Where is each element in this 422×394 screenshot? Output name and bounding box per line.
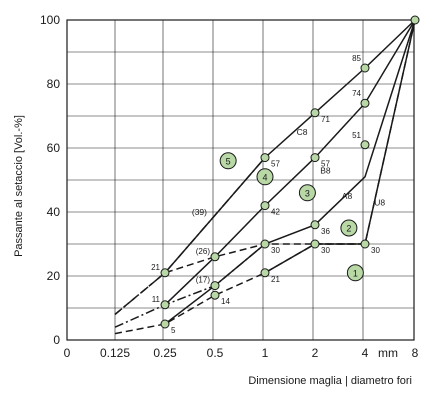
data-point-label: 30 <box>271 246 280 255</box>
data-point-label: 30 <box>321 246 330 255</box>
data-point-label: 30 <box>371 246 380 255</box>
x-tick-label: 8 <box>412 346 419 360</box>
x-unit-label: mm <box>378 346 398 360</box>
data-point-marker <box>360 239 370 249</box>
y-tick-label: 20 <box>47 269 61 283</box>
data-point-label: 51 <box>352 131 361 140</box>
data-point-marker <box>410 15 420 25</box>
data-point-marker <box>210 252 220 262</box>
data-point-marker <box>160 268 170 278</box>
x-tick-label: 2 <box>312 346 319 360</box>
zone-marker-circle <box>298 184 316 202</box>
data-point-label: 14 <box>221 297 230 306</box>
data-point-marker <box>160 300 170 310</box>
x-tick-label: 4 <box>362 346 369 360</box>
series-line-u8 <box>164 19 416 274</box>
data-point-label: 21 <box>151 263 160 272</box>
data-point-marker <box>210 281 220 291</box>
data-point-marker <box>310 220 320 230</box>
data-point-label: 74 <box>352 89 361 98</box>
data-point-marker <box>360 140 370 150</box>
curve-annotation: C8 <box>297 127 308 137</box>
data-point-marker <box>260 239 270 249</box>
zone-marker-label: 2 <box>346 224 351 234</box>
zone-marker-circle <box>340 219 358 237</box>
curve-annotation: U8 <box>374 198 385 208</box>
data-point-marker <box>260 153 270 163</box>
data-point-label: 42 <box>271 208 280 217</box>
x-tick-label: 0.25 <box>153 346 177 360</box>
data-point-label: 36 <box>321 227 330 236</box>
x-tick-label: 0.5 <box>207 346 224 360</box>
curve-annotation: (39) <box>192 207 207 217</box>
series-line-dashdot-7 <box>114 157 266 315</box>
data-point-label: 85 <box>352 54 361 63</box>
curve-annotation: A8 <box>342 191 353 201</box>
x-tick-label: 1 <box>262 346 269 360</box>
data-point-label: (17) <box>196 276 211 285</box>
data-point-label: 57 <box>271 160 280 169</box>
data-point-label: 21 <box>271 275 280 284</box>
data-point-marker <box>260 201 270 211</box>
series-line-dashed-5 <box>114 243 365 315</box>
data-point-marker <box>360 63 370 73</box>
y-tick-label: 60 <box>47 141 61 155</box>
curve-annotation: B8 <box>320 166 331 176</box>
data-point-label: (26) <box>196 247 211 256</box>
zone-marker-circle <box>346 264 364 282</box>
series-line-dashdot-6 <box>114 243 266 328</box>
data-point-marker <box>160 319 170 329</box>
data-point-label: 11 <box>152 295 161 304</box>
data-point-marker <box>260 268 270 278</box>
y-axis-title: Passante al setaccio [Vol.-%] <box>13 115 25 257</box>
data-point-marker <box>210 290 220 300</box>
data-point-label: 57 <box>321 160 330 169</box>
x-axis-title: Dimensione maglia | diametro fori <box>248 375 412 387</box>
data-point-marker <box>310 153 320 163</box>
zone-marker-circle <box>256 168 274 186</box>
series-line-a8 <box>164 19 416 306</box>
data-point-marker <box>360 98 370 108</box>
chart-annotations: (39) C8 B8 A8 U8 1 2 3 4 5 <box>192 127 385 282</box>
zone-marker-label: 5 <box>226 156 231 166</box>
y-tick-label: 0 <box>53 333 60 347</box>
x-tick-label: 0 <box>64 346 71 360</box>
data-point-marker <box>310 108 320 118</box>
data-point-label: 5 <box>171 326 176 335</box>
y-tick-label: 100 <box>40 13 60 27</box>
x-tick-label: 0.125 <box>100 346 130 360</box>
y-tick-label: 40 <box>47 205 61 219</box>
y-tick-label: 80 <box>47 77 61 91</box>
zone-marker-label: 1 <box>353 268 358 278</box>
zone-marker-label: 3 <box>305 188 310 198</box>
zone-marker-circle <box>219 152 237 170</box>
data-point-label: 71 <box>321 115 330 124</box>
zone-marker-label: 4 <box>262 172 267 182</box>
data-point-marker <box>310 239 320 249</box>
series-line-b8 <box>164 19 416 325</box>
chart-ticks: 0 20 40 60 80 100 0 0.125 0.25 0.5 1 2 4 8 mm <box>40 13 419 360</box>
